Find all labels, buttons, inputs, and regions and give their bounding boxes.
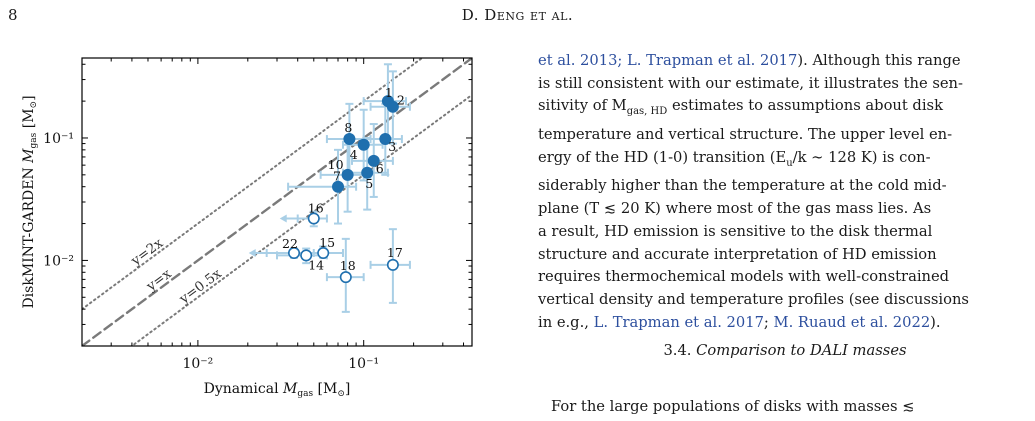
text-line: is still consistent with our estimate, i…: [538, 73, 1032, 96]
x-axis-label-part: M: [282, 381, 298, 397]
data-point-3: [379, 133, 392, 146]
text-line: ergy of the HD (1-0) transition (Eu/k ∼ …: [538, 147, 1032, 176]
data-point-2: [386, 100, 399, 113]
text-line: a result, HD emission is sensitive to th…: [538, 221, 1032, 244]
text-run: requires thermochemical models with well…: [538, 268, 950, 286]
point-label-17: 17: [387, 245, 403, 260]
reference-line-2: [82, 58, 472, 346]
text-run: sitivity of M: [538, 97, 627, 115]
data-point-5: [361, 166, 374, 179]
point-label-4: 4: [350, 147, 358, 162]
body-paragraph: et al. 2013; L. Trapman et al. 2017). Al…: [538, 50, 1032, 334]
upper-limit-arrowhead: [248, 248, 256, 257]
text-line: plane (T ≲ 20 K) where most of the gas m…: [538, 198, 1032, 221]
text-line: structure and accurate interpretation of…: [538, 244, 1032, 267]
text-run: /k ∼ 128 K) is con-: [792, 148, 931, 166]
text-line: sitivity of Mgas, HD estimates to assump…: [538, 95, 1032, 124]
text-line: vertical density and temperature profile…: [538, 289, 1032, 312]
x-axis-label-part: gas: [297, 389, 313, 399]
upper-limit-arrowhead: [279, 214, 287, 223]
data-point-10: [341, 168, 354, 181]
reference-line-1: [82, 58, 424, 311]
data-point-22: [288, 246, 301, 259]
reference-line-label: y=2x: [127, 235, 166, 270]
text-run: ).: [930, 313, 941, 331]
y-tick-label: 10⁻²: [43, 253, 74, 269]
data-point-17: [386, 258, 399, 271]
citation-link[interactable]: et al. 2013; L. Trapman et al. 2017: [538, 52, 798, 69]
text-run: ;: [763, 313, 774, 331]
data-point-18: [339, 271, 352, 284]
citation-link[interactable]: L. Trapman et al. 2017: [593, 313, 764, 331]
x-axis-label-part: ]: [345, 381, 350, 397]
point-label-18: 18: [340, 258, 356, 273]
point-label-1: 1: [385, 85, 393, 100]
text-run: siderably higher than the temperature at…: [538, 177, 947, 195]
point-label-3: 3: [388, 139, 396, 154]
y-tick-label: 10⁻¹: [43, 131, 74, 147]
text-run: ). Although this range: [797, 52, 961, 69]
data-point-15: [317, 246, 330, 259]
y-axis-label-part: gas: [29, 132, 39, 148]
running-head: D. Deng et al.: [461, 6, 574, 24]
text-run: is still consistent with our estimate, i…: [538, 74, 963, 92]
data-point-7: [332, 180, 345, 193]
point-label-6: 6: [376, 161, 384, 176]
y-axis-label-part: [M: [21, 108, 37, 132]
text-run: vertical density and temperature profile…: [538, 290, 969, 308]
text-run: ergy of the HD (1-0) transition (E: [538, 148, 787, 166]
data-point-14: [300, 249, 313, 262]
point-label-2: 2: [397, 93, 405, 108]
data-point-16: [307, 212, 320, 225]
axis-ticks: [81, 58, 472, 347]
y-axis-label: DiskMINT-GARDEN Mgas [M⊙]: [21, 95, 39, 308]
point-label-10: 10: [328, 157, 344, 172]
y-axis-label-part: DiskMINT-GARDEN: [21, 163, 37, 309]
subscript: u: [786, 157, 793, 169]
x-axis-label-part: [M: [313, 381, 337, 397]
text-run: structure and accurate interpretation of…: [538, 245, 937, 263]
x-axis-label-part: ⊙: [337, 389, 345, 399]
reference-line-3: [130, 93, 472, 346]
section-number: 3.4.: [663, 342, 692, 359]
point-label-5: 5: [365, 176, 373, 191]
reference-line-label: y=x: [143, 266, 175, 295]
data-point-8: [343, 133, 356, 146]
y-axis-label-part: M: [21, 148, 37, 164]
text-line: in e.g., L. Trapman et al. 2017; M. Ruau…: [538, 312, 1032, 335]
data-point-6: [367, 154, 380, 167]
text-line: siderably higher than the temperature at…: [538, 175, 1032, 198]
x-axis-label-part: Dynamical: [204, 381, 283, 397]
next-paragraph-start: For the large populations of disks with …: [551, 398, 915, 415]
x-tick-label: 10⁻²: [182, 356, 213, 372]
text-run: a result, HD emission is sensitive to th…: [538, 222, 933, 240]
point-label-22: 22: [282, 236, 298, 251]
text-line: et al. 2013; L. Trapman et al. 2017). Al…: [538, 50, 1032, 73]
point-label-14: 14: [308, 257, 324, 272]
text-line: requires thermochemical models with well…: [538, 266, 1032, 289]
section-heading: 3.4. Comparison to DALI masses: [538, 342, 1032, 359]
page-number: 8: [8, 6, 18, 24]
x-tick-label: 10⁻¹: [348, 356, 379, 372]
point-label-16: 16: [308, 200, 324, 215]
data-point-4: [357, 138, 370, 151]
text-run: in e.g.,: [538, 313, 594, 331]
text-run: plane (T ≲ 20 K) where most of the gas m…: [538, 200, 932, 218]
citation-link[interactable]: M. Ruaud et al. 2022: [773, 313, 931, 331]
point-label-15: 15: [319, 235, 335, 250]
section-title: Comparison to DALI masses: [696, 342, 907, 359]
text-line: temperature and vertical structure. The …: [538, 124, 1032, 147]
y-axis-label-part: ]: [21, 95, 37, 100]
point-label-7: 7: [333, 169, 341, 184]
text-run: estimates to assumptions about disk: [667, 97, 943, 115]
point-label-8: 8: [344, 120, 352, 135]
y-axis-label-part: ⊙: [29, 101, 39, 109]
x-axis-label: Dynamical Mgas [M⊙]: [204, 381, 351, 399]
text-run: temperature and vertical structure. The …: [538, 126, 953, 144]
subscript: gas, HD: [626, 106, 668, 118]
